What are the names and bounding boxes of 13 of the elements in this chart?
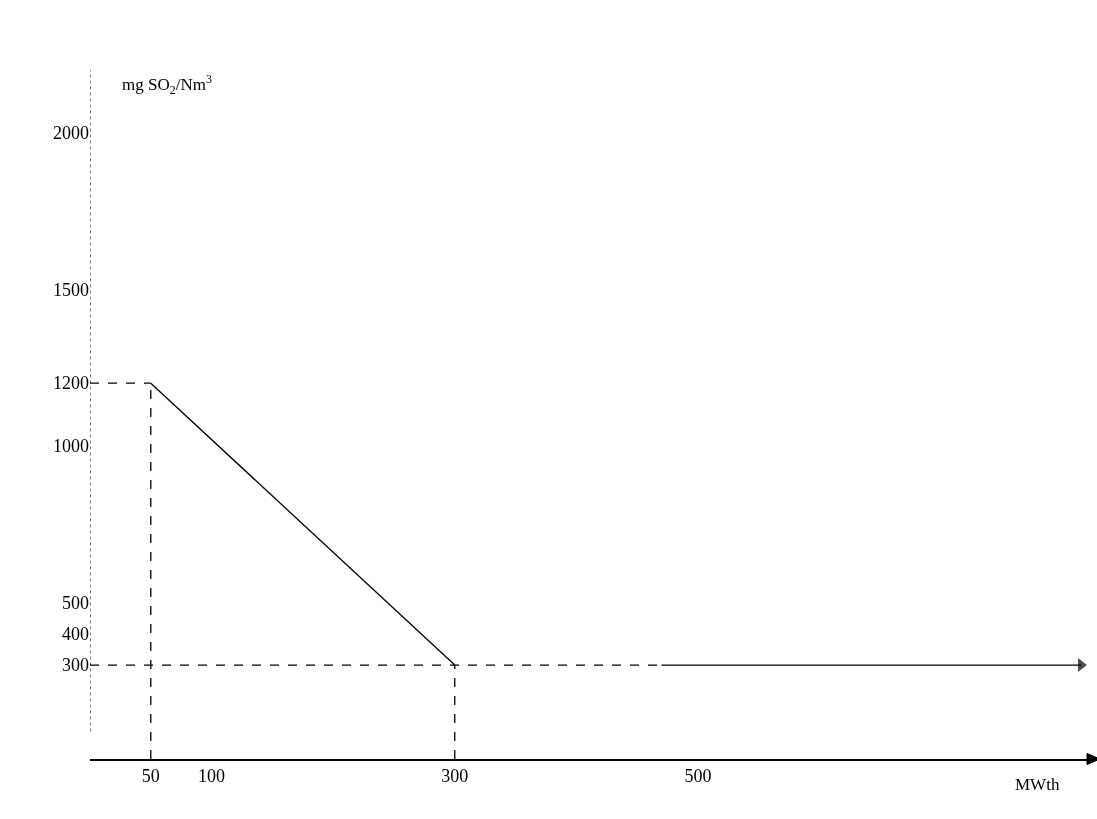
y-tick-label: 2000	[53, 122, 89, 143]
y-tick-label: 400	[62, 624, 89, 645]
y-tick-label: 500	[62, 592, 89, 613]
x-axis-title: MWth	[1015, 775, 1060, 794]
y-tick-label: 1200	[53, 373, 89, 394]
x-tick-label: 300	[441, 766, 469, 787]
x-tick-label: 100	[198, 766, 226, 787]
y-tick-label: 300	[62, 655, 89, 676]
y-tick-label: 1000	[53, 436, 89, 457]
y-tick-label: 1500	[53, 279, 89, 300]
x-tick-label: 50	[141, 766, 160, 787]
y-axis-title: mg SO$_{2}$/Nm$^{3}$	[122, 72, 212, 97]
x-tick-label: 500	[684, 766, 712, 787]
